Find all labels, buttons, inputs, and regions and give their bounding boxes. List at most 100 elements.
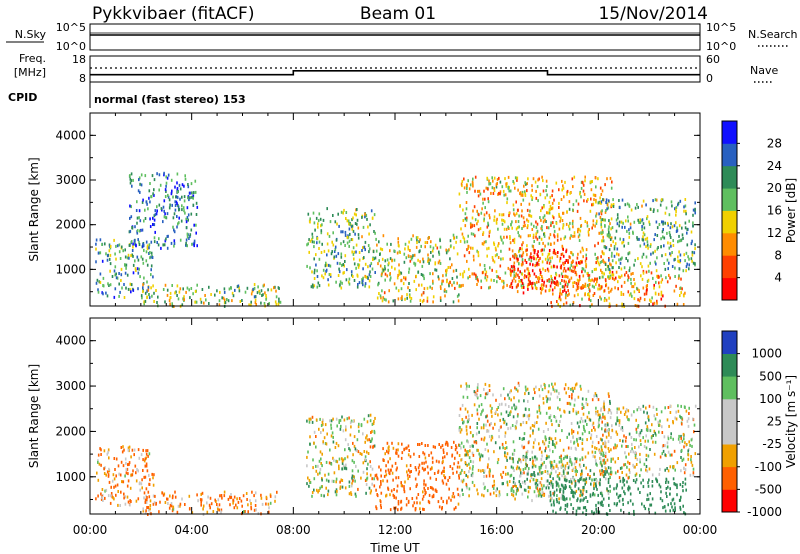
echo-cell bbox=[626, 229, 628, 233]
echo-cell bbox=[673, 465, 675, 469]
echo-cell bbox=[128, 256, 130, 260]
echo-cell bbox=[379, 485, 381, 489]
echo-cell bbox=[409, 259, 412, 263]
panel-frame bbox=[89, 317, 701, 515]
echo-cell bbox=[137, 287, 139, 291]
echo-cell bbox=[461, 418, 464, 421]
echo-cell bbox=[313, 477, 316, 481]
echo-cell bbox=[613, 245, 616, 248]
echo-cell bbox=[547, 444, 550, 448]
echo-cell bbox=[567, 386, 570, 390]
echo-cell bbox=[549, 415, 551, 419]
echo-cell bbox=[575, 447, 577, 451]
echo-cell bbox=[335, 238, 338, 242]
echo-cell bbox=[682, 236, 684, 240]
echo-cells bbox=[95, 171, 696, 309]
echo-cell bbox=[474, 175, 477, 179]
echo-cell bbox=[591, 284, 594, 288]
colorbar-swatch bbox=[722, 143, 737, 167]
echo-cell bbox=[603, 252, 605, 256]
echo-cell bbox=[416, 236, 419, 240]
echo-cell bbox=[677, 201, 680, 205]
echo-cell bbox=[413, 261, 415, 265]
echo-cell bbox=[618, 275, 620, 279]
echo-cell bbox=[455, 235, 458, 239]
echo-cell bbox=[582, 284, 584, 287]
echo-cell bbox=[625, 219, 627, 223]
echo-cell bbox=[517, 220, 520, 223]
echo-cell bbox=[575, 288, 578, 292]
echo-cell bbox=[137, 271, 140, 275]
echo-cell bbox=[393, 258, 396, 262]
echo-cell bbox=[177, 504, 180, 508]
echo-cell bbox=[493, 189, 496, 192]
echo-cell bbox=[385, 469, 387, 473]
echo-cell bbox=[445, 290, 448, 294]
echo-cell bbox=[150, 268, 152, 272]
echo-cell bbox=[603, 400, 605, 404]
echo-cell bbox=[173, 230, 176, 234]
echo-cell bbox=[621, 241, 623, 245]
echo-cell bbox=[512, 203, 515, 207]
echo-cell bbox=[351, 273, 353, 277]
echo-cell bbox=[558, 188, 560, 192]
echo-cell bbox=[575, 509, 578, 513]
echo-cell bbox=[528, 408, 530, 412]
echo-cell bbox=[313, 268, 316, 272]
echo-cell bbox=[631, 447, 633, 451]
echo-cell bbox=[128, 461, 131, 465]
echo-cell bbox=[275, 289, 277, 293]
echo-cell bbox=[548, 486, 550, 490]
echo-cell bbox=[367, 414, 370, 418]
echo-cell bbox=[129, 177, 132, 181]
echo-cell bbox=[504, 177, 506, 181]
echo-cell bbox=[141, 257, 144, 261]
echo-cell bbox=[427, 471, 429, 475]
echo-cell bbox=[548, 249, 551, 252]
echo-cell bbox=[575, 489, 578, 493]
echo-cell bbox=[625, 473, 628, 477]
echo-cell bbox=[619, 439, 621, 442]
echo-cell bbox=[357, 236, 360, 240]
echo-cell bbox=[583, 463, 585, 467]
echo-cell bbox=[637, 487, 639, 491]
echo-cell bbox=[544, 218, 546, 222]
echo-cell bbox=[579, 458, 581, 462]
echo-cell bbox=[550, 274, 552, 278]
echo-cell bbox=[530, 259, 533, 263]
echo-cell bbox=[652, 440, 654, 444]
echo-cell bbox=[157, 243, 160, 247]
echo-cell bbox=[140, 183, 143, 187]
echo-cell bbox=[426, 241, 429, 244]
echo-cell bbox=[628, 432, 631, 436]
echo-cell bbox=[649, 298, 651, 302]
echo-cell bbox=[518, 225, 520, 229]
echo-cell bbox=[581, 447, 584, 451]
echo-cell bbox=[690, 458, 692, 462]
echo-cell bbox=[513, 403, 515, 407]
echo-cell bbox=[649, 429, 652, 433]
echo-cell bbox=[561, 279, 563, 282]
echo-cell bbox=[458, 293, 460, 297]
echo-cell bbox=[324, 264, 327, 268]
echo-cell bbox=[594, 252, 596, 256]
echo-cell bbox=[442, 451, 445, 454]
echo-cell bbox=[574, 383, 577, 387]
echo-cell bbox=[533, 387, 535, 391]
echo-cell bbox=[538, 409, 541, 412]
echo-cell bbox=[658, 223, 661, 226]
echo-cell bbox=[591, 450, 594, 454]
echo-cell bbox=[569, 303, 572, 307]
echo-cell bbox=[153, 214, 156, 218]
echo-cell bbox=[151, 256, 154, 259]
echo-cell bbox=[321, 420, 324, 424]
echo-cell bbox=[206, 510, 209, 514]
echo-cell bbox=[497, 406, 500, 409]
echo-cell bbox=[153, 218, 156, 222]
echo-cell bbox=[673, 224, 676, 228]
echo-cell bbox=[400, 287, 403, 291]
echo-cell bbox=[108, 467, 110, 471]
echo-cell bbox=[95, 238, 98, 242]
echo-cell bbox=[623, 463, 625, 467]
echo-cell bbox=[142, 458, 144, 462]
